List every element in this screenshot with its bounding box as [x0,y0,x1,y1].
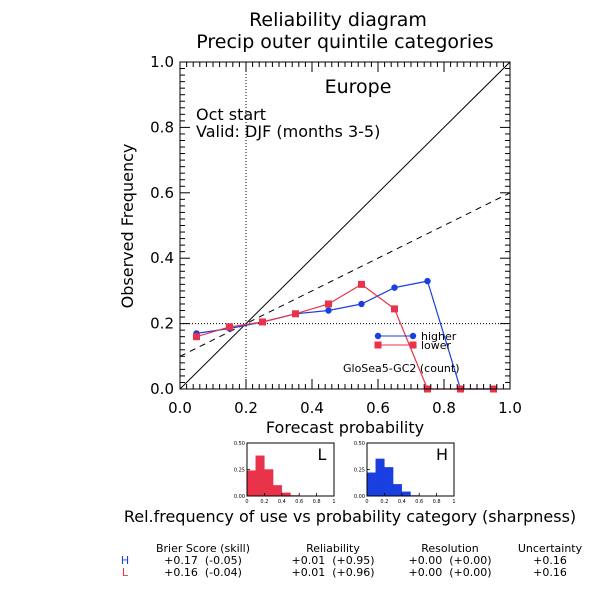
histogram-x-tick-label: 1 [452,499,455,505]
start-label: Oct start [196,105,266,124]
histogram-x-tick-label: 0.8 [313,499,321,505]
reference-line-diagonal-0 [179,61,511,390]
series-line-higher [196,280,494,390]
histogram-x-tick-label: 0.8 [433,499,441,505]
legend-label-higher: higher [421,330,457,343]
score-table: Brier Score (skill) Reliability Resolution… [121,542,583,579]
table-header: Resolution [421,542,479,555]
histogram-x-tick-label: 0.4 [278,499,286,505]
axis-ticks [180,62,510,389]
histogram-bar-H [392,484,403,497]
table-cell-resolution: +0.00 (+0.00) [409,566,492,579]
histogram-bar-H [384,467,394,497]
histogram-y-tick-label: 0.50 [234,441,245,447]
series-layer [193,277,497,393]
point-higher [358,300,365,308]
chart-title: Reliability diagram [249,9,427,31]
model-label: GloSea5-GC2 (count) [343,362,460,375]
legend: higher lower [374,330,457,352]
table-header: Uncertainty [518,542,583,555]
x-tick-label: 0.0 [168,399,192,417]
sharpness-histogram-lower: 0 0.2 0.4 0.6 0.8 1 0.00 0.25 0.50 L [234,441,336,505]
point-lower [259,318,266,326]
point-lower [193,333,200,341]
y-tick-label: 1.0 [150,53,174,71]
histogram-x-tick-label: 0.6 [295,499,303,505]
y-tick-label: 0.8 [150,118,174,136]
table-cell-reliability: +0.01 (+0.96) [292,566,375,579]
histogram-x-tick-label: 0.2 [260,499,268,505]
histogram-bar-L [264,469,274,497]
legend-marker-lower-end [409,341,417,349]
table-cell-reliability: +0.01 (+0.95) [292,554,375,567]
x-axis-label: Forecast probability [266,418,424,437]
histogram-x-tick-label: 0.6 [415,499,423,505]
histogram-y-tick-label: 0.25 [234,468,245,474]
histogram-bar-H [401,491,411,497]
histogram-bar-L [246,470,256,497]
x-tick-label: 0.6 [366,399,390,417]
histogram-y-tick-label: 0.00 [234,494,245,500]
legend-marker-lower [374,341,382,349]
y-tick-label: 0.0 [150,380,174,398]
sharpness-histogram-higher: 0 0.2 0.4 0.6 0.8 1 0.00 0.25 0.50 H [354,441,456,505]
point-higher [424,277,431,285]
histogram-bar-H [375,458,385,497]
histogram-x-tick-label: 0 [365,499,368,505]
x-tick-label: 0.4 [300,399,324,417]
table-header: Brier Score (skill) [156,542,250,555]
histogram-y-tick-label: 0.50 [354,441,365,447]
x-tick-label: 1.0 [498,399,522,417]
histogram-y-tick-label: 0.25 [354,468,365,474]
histogram-title: L [318,445,327,464]
histogram-x-tick-label: 0 [245,499,248,505]
point-lower [226,323,233,331]
sharpness-caption: Rel.frequency of use vs probability cate… [124,507,576,526]
legend-marker-higher-end [409,332,417,340]
y-tick-label: 0.2 [150,315,174,333]
reference-line-skill-1 [179,192,511,357]
table-row-key: H [121,554,129,567]
histogram-bar-L [255,455,265,497]
table-row-key: L [122,566,129,579]
point-lower [292,310,299,318]
chart-subtitle: Precip outer quintile categories [196,31,493,53]
histogram-x-tick-label: 1 [332,499,335,505]
histogram-y-tick-label: 0.00 [354,494,365,500]
point-higher [325,307,332,314]
point-lower [358,280,365,288]
x-tick-label: 0.2 [234,399,258,417]
y-axis-label: Observed Frequency [118,144,137,309]
histogram-title: H [436,445,448,464]
histogram-x-tick-label: 0.2 [380,499,388,505]
table-cell-brier: +0.17 (-0.05) [164,554,242,567]
reference-lines [179,61,511,390]
table-cell-resolution: +0.00 (+0.00) [409,554,492,567]
legend-label-lower: lower [421,339,452,352]
region-label: Europe [325,76,392,98]
histogram-x-tick-label: 0.4 [398,499,406,505]
table-header: Reliability [306,542,360,555]
y-tick-label: 0.4 [150,249,174,267]
table-cell-brier: +0.16 (-0.04) [164,566,242,579]
axis-tick-labels: 0.0 0.2 0.4 0.6 0.8 1.0 0.0 0.2 0.4 0.6 0.8 1.0 [150,53,522,417]
y-tick-label: 0.6 [150,184,174,202]
legend-marker-higher [374,332,382,340]
table-cell-uncertainty: +0.16 [533,566,567,579]
point-lower [391,305,398,313]
point-higher [391,284,398,291]
valid-label: Valid: DJF (months 3-5) [196,122,380,141]
point-lower [325,300,332,308]
reliability-plot: 0.0 0.2 0.4 0.6 0.8 1.0 0.0 0.2 0.4 0.6 0.8 1.0 Eur… [118,53,522,437]
histogram-bar-H [366,472,376,497]
x-tick-label: 0.8 [432,399,456,417]
table-cell-uncertainty: +0.16 [533,554,567,567]
histogram-bar-L [272,485,283,497]
